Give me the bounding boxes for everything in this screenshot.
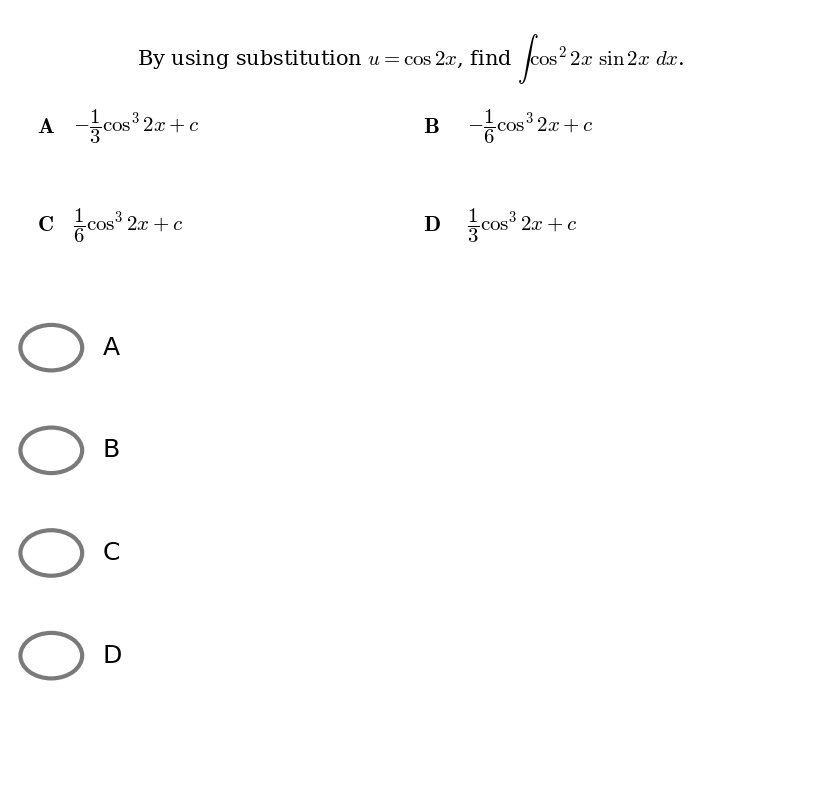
Text: $\mathbf{C}$: $\mathbf{C}$ [37,215,53,235]
Text: $\dfrac{1}{3}\cos^3 2x + c$: $\dfrac{1}{3}\cos^3 2x + c$ [467,206,578,244]
Text: D: D [103,644,122,668]
Text: $-\dfrac{1}{3}\cos^3 2x + c$: $-\dfrac{1}{3}\cos^3 2x + c$ [73,107,200,146]
Text: B: B [103,438,120,462]
Text: A: A [103,336,120,360]
Text: $\mathbf{D}$: $\mathbf{D}$ [423,215,441,235]
Text: By using substitution $u = \cos 2x$, find $\int \cos^2 2x\ \sin 2x\ dx$.: By using substitution $u = \cos 2x$, fin… [137,32,684,86]
Text: $\mathbf{B}$: $\mathbf{B}$ [423,117,439,136]
Text: C: C [103,541,120,565]
Text: $\dfrac{1}{6}\cos^3 2x + c$: $\dfrac{1}{6}\cos^3 2x + c$ [73,206,184,244]
Text: $\mathbf{A}$: $\mathbf{A}$ [37,117,55,136]
Text: $-\dfrac{1}{6}\cos^3 2x + c$: $-\dfrac{1}{6}\cos^3 2x + c$ [467,107,594,146]
